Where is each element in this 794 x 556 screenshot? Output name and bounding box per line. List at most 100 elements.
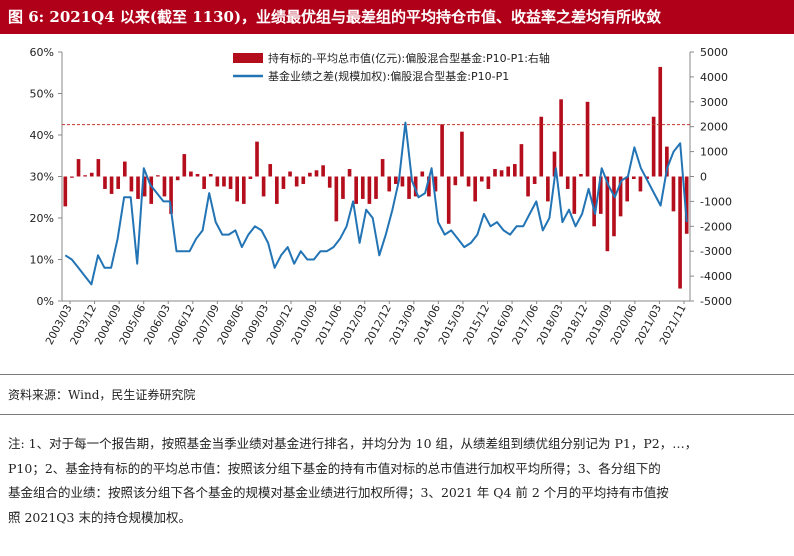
bar <box>142 176 147 197</box>
bar <box>321 165 325 177</box>
bar <box>156 175 160 177</box>
bar <box>202 176 206 189</box>
performance-line <box>64 121 688 286</box>
bar <box>413 176 418 197</box>
bar <box>526 176 530 197</box>
bar <box>605 176 610 252</box>
bar <box>473 176 477 202</box>
bar <box>407 176 411 199</box>
note: 注: 1、对于每一个报告期，按照基金当季业绩对基金进行排名，并均分为 10 组，… <box>8 432 788 530</box>
bar <box>334 176 339 222</box>
bar <box>182 154 187 177</box>
right-tick-label: 0 <box>700 171 707 184</box>
bar <box>427 176 431 197</box>
bar <box>103 176 107 189</box>
right-tick-label: -4000 <box>700 270 732 283</box>
left-tick-label: 40% <box>30 129 54 142</box>
bar <box>116 176 121 189</box>
bar <box>96 159 101 177</box>
note-line: 基金组合的业绩：按照该分组下各个基金的规模对基金业绩进行加权所得；3、2021 … <box>8 485 669 500</box>
right-tick-label: -2000 <box>700 220 732 233</box>
bar <box>546 176 550 202</box>
bar <box>149 176 154 204</box>
bar <box>129 176 134 192</box>
left-tick-label: 30% <box>30 171 54 184</box>
left-tick-label: 60% <box>30 46 54 59</box>
bar <box>374 176 378 199</box>
bar <box>440 124 444 177</box>
bar <box>446 176 451 224</box>
bar <box>433 176 438 192</box>
bar <box>579 174 583 177</box>
bar <box>592 176 596 227</box>
bar <box>400 176 405 187</box>
bar <box>513 164 517 177</box>
bar <box>122 161 127 177</box>
bar <box>420 171 425 177</box>
legend-bar-swatch <box>233 53 263 63</box>
bar <box>327 176 332 188</box>
bar <box>208 174 213 177</box>
bar <box>169 176 173 214</box>
note-line: 照 2021Q3 末的持仓规模加权。 <box>8 509 191 525</box>
right-tick-label: 5000 <box>700 46 728 59</box>
right-tick-label: 1000 <box>700 146 728 159</box>
bar <box>281 176 286 189</box>
bar <box>268 164 273 177</box>
bar <box>559 99 563 177</box>
bar <box>539 116 544 177</box>
bar <box>248 176 253 179</box>
bar <box>612 176 616 237</box>
legend-bar-label: 持有标的-平均总市值(亿元):偏股混合型基金:P10-P1:右轴 <box>268 51 550 65</box>
figure-title: 图 6: 2021Q4 以来(截至 1130)，业绩最优组与最差组的平均持仓市值… <box>8 8 662 26</box>
bar <box>235 176 239 202</box>
bar <box>195 174 200 177</box>
right-tick-label: 2000 <box>700 121 728 134</box>
bar <box>314 170 319 177</box>
bar <box>552 151 557 177</box>
bar <box>519 144 524 177</box>
bar <box>572 176 577 214</box>
left-tick-label: 50% <box>30 88 54 101</box>
bar <box>651 116 656 177</box>
bar <box>215 176 220 187</box>
combo-chart: 0% 10% 20% 30% 40% 50% 60% -5000 -4000 -3000 -2000… <box>30 46 732 347</box>
bar <box>671 176 676 212</box>
bar <box>308 172 312 177</box>
note-line: 注: 1、对于每一个报告期，按照基金当季业绩对基金进行排名，并均分为 10 组，… <box>8 436 698 451</box>
bar <box>380 159 385 177</box>
bar <box>387 176 392 192</box>
bar <box>466 176 471 187</box>
bar <box>486 176 491 189</box>
bar <box>493 169 497 177</box>
bar <box>63 176 68 207</box>
bar <box>479 176 484 182</box>
left-tick-label: 10% <box>30 254 54 267</box>
divider <box>0 374 794 375</box>
bar <box>241 176 246 204</box>
bar <box>347 169 352 177</box>
bar <box>261 176 266 197</box>
bar <box>678 176 682 289</box>
bar <box>136 176 140 199</box>
legend-line-label: 基金业绩之差(规模加权):偏股混合型基金:P10-P1 <box>268 69 509 83</box>
bar <box>638 176 643 192</box>
bar <box>189 171 193 177</box>
bar <box>228 176 233 189</box>
bar <box>301 176 306 184</box>
source-text: 资料来源：Wind，民生证券研究院 <box>8 388 196 402</box>
bar <box>162 176 167 197</box>
bar <box>275 176 279 204</box>
bar <box>288 171 292 177</box>
bar <box>631 176 636 179</box>
bar <box>70 176 74 178</box>
bar <box>294 176 299 187</box>
bar <box>460 131 464 177</box>
bar <box>618 176 623 217</box>
bar <box>89 172 94 177</box>
bar <box>658 66 663 177</box>
right-tick-label: -5000 <box>700 295 732 308</box>
bar <box>565 176 570 189</box>
bar <box>598 176 603 214</box>
note-line: P10；2、基金持有标的的平均总市值：按照该分组下基金的持有市值对标的总市值进行… <box>8 460 661 476</box>
